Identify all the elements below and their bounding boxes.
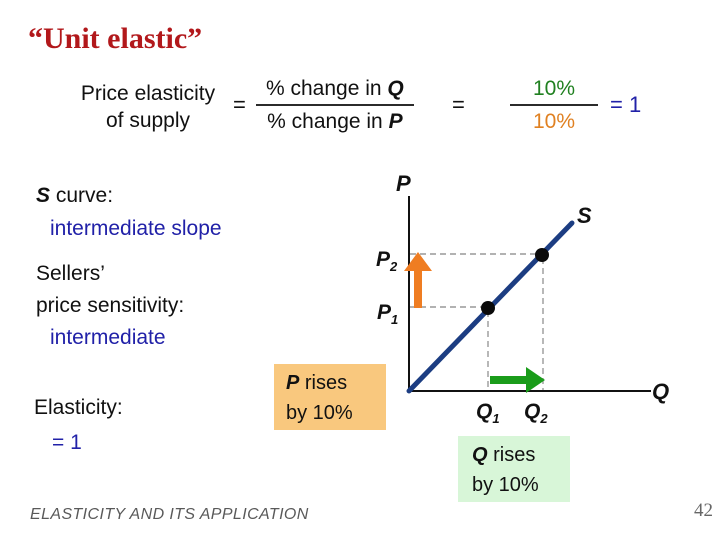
denominator-var-p: P [388,110,403,133]
denominator-prefix: % change in [267,110,389,133]
q2-sub: 2 [539,411,548,426]
q2-label: Q2 [524,400,548,426]
sellers-detail: intermediate [50,326,166,349]
equals-sign-1: = [233,92,246,117]
p2-sub: 2 [389,259,398,274]
p-rises-rest: rises [299,372,348,394]
q-rises-line1: Q rises [472,440,570,470]
numerator-prefix: % change in [266,77,388,100]
fraction-numerator: % change in Q [256,76,414,104]
point-q1-p1 [481,301,495,315]
point-q2-p2 [535,248,549,262]
formula-lhs: Price elasticity of supply [68,80,228,134]
equals-sign-2: = [452,92,465,117]
sellers-line1: Sellers’ [36,262,105,285]
q1-base: Q [476,400,492,423]
page-title: “Unit elastic” [28,22,203,55]
q1-label: Q1 [476,400,500,426]
sellers-line2: price sensitivity: [36,294,185,317]
p1-sub: 1 [391,312,398,327]
callout-p-rises: P rises by 10% [274,364,386,430]
s-curve-rest: curve: [50,184,114,207]
value-numerator: 10% [532,77,576,100]
numerator-var-q: Q [387,77,404,100]
quantity-increase-arrow [490,367,545,393]
fraction-bar [256,104,414,106]
q-rises-var: Q [472,444,488,466]
supply-curve-line [406,220,575,394]
s-curve-detail: intermediate slope [50,217,222,240]
footer-course-title: ELASTICITY AND ITS APPLICATION [30,506,309,523]
fraction-percent-change: % change in Q % change in P [256,76,414,135]
q2-base: Q [524,400,540,423]
s-curve-heading: S curve: [36,179,222,212]
fraction-values: 10% 10% [510,76,598,135]
p1-label: P1 [377,301,398,327]
note-sellers: Sellers’ price sensitivity: intermediate [36,258,184,354]
p2-label: P2 [376,248,398,274]
price-increase-arrow [404,252,432,308]
p-axis-label-text: P [396,171,411,196]
callout-q-rises: Q rises by 10% [458,436,570,502]
elasticity-label: Elasticity: [34,396,123,419]
page-number: 42 [694,500,713,521]
q-rises-rest: rises [487,444,536,466]
q-axis-label: Q [652,379,669,404]
note-s-curve: S curve: intermediate slope [36,179,222,245]
fraction-bar-2 [510,104,598,106]
s-curve-label-text: S [577,203,592,228]
formula-result: = 1 [610,92,642,117]
q-rises-line2: by 10% [472,474,539,496]
p-rises-line1: P rises [286,368,386,398]
formula-lhs-line2: of supply [105,109,191,132]
p2-base: P [376,248,391,271]
s-curve-label: S [577,203,592,228]
s-curve-var: S [36,184,51,207]
value-denominator: 10% [532,110,576,133]
fraction-denominator: % change in P [256,106,414,135]
p-rises-var: P [286,372,300,394]
q1-sub: 1 [492,411,499,426]
elasticity-value: = 1 [52,431,82,454]
q-axis-label-text: Q [652,379,669,404]
formula-lhs-line1: Price elasticity [80,82,216,105]
p-rises-line2: by 10% [286,402,353,424]
note-elasticity: Elasticity: = 1 [34,390,123,460]
p1-base: P [377,301,392,324]
p-axis-label: P [396,171,411,196]
